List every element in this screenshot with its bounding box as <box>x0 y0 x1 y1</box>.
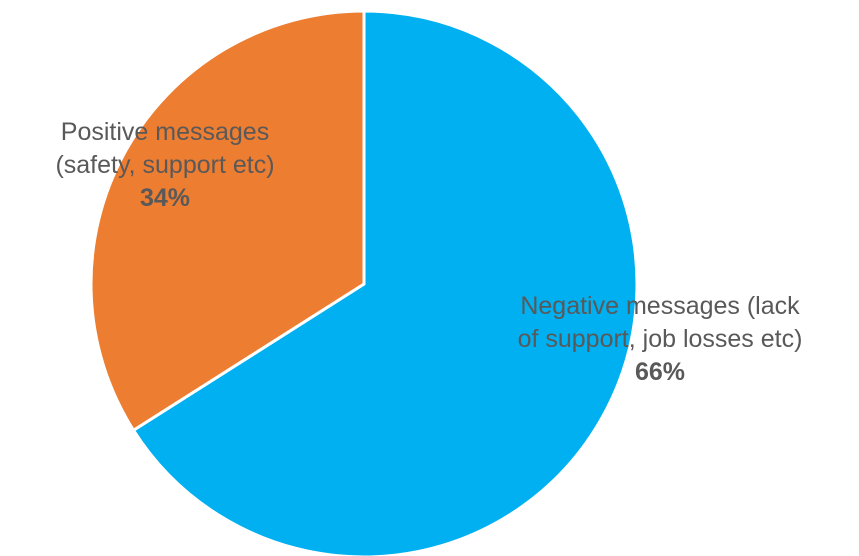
slice-label-negative: Negative messages (lack of support, job … <box>462 290 858 389</box>
pie-slice-negative <box>131 9 639 556</box>
slice-label-positive-line1: Positive messages <box>60 118 270 146</box>
slice-percent-negative: 66% <box>634 358 686 386</box>
slice-label-negative-line1: Negative messages (lack <box>520 292 800 320</box>
pie-slices <box>89 9 639 556</box>
slice-label-negative-line2: of support, job losses etc) <box>517 325 803 353</box>
slice-label-positive: Positive messages (safety, support etc) … <box>0 116 330 215</box>
slice-percent-positive: 34% <box>139 184 191 212</box>
slice-label-positive-line2: (safety, support etc) <box>55 151 275 179</box>
pie-slice-positive <box>89 9 366 432</box>
